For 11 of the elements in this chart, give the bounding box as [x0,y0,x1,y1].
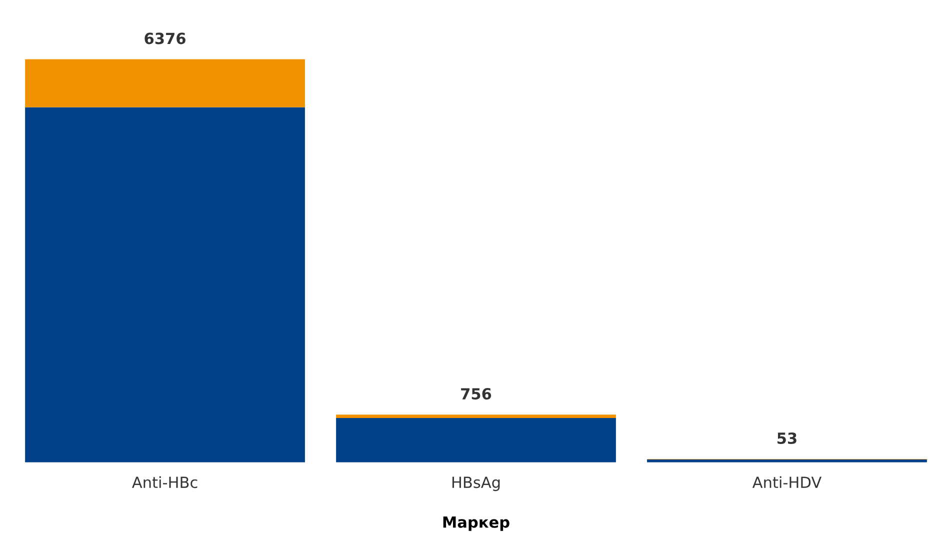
x-tick-label: Anti-HBc [132,476,198,488]
annotation: 756 [461,388,492,400]
x-tick-label: Anti-HDV [752,476,822,488]
bar [336,418,616,462]
bar [25,59,305,108]
bar [336,414,616,418]
x-axis-title: Маркер [443,516,510,531]
annotation: 6376 [144,32,186,44]
annotation: 53 [778,432,796,444]
bar [25,107,305,462]
x-tick-label: HBsAg [452,476,500,492]
